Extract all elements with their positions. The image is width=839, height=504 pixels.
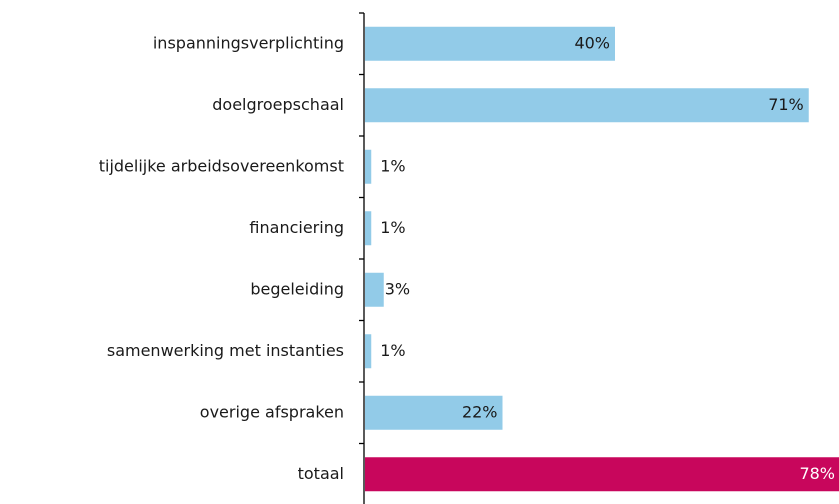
category-label: tijdelijke arbeidsovereenkomst — [99, 156, 344, 175]
data-label: 1% — [380, 341, 405, 360]
bar — [365, 211, 372, 246]
category-label: financiering — [249, 218, 344, 237]
category-label: overige afspraken — [200, 402, 344, 421]
category-label: samenwerking met instanties — [107, 341, 344, 360]
bar — [365, 395, 503, 430]
category-label: inspanningsverplichting — [153, 33, 344, 52]
data-label: 40% — [574, 33, 610, 52]
bar — [365, 88, 809, 123]
bar — [365, 272, 384, 307]
data-label: 3% — [385, 279, 410, 298]
category-label: totaal — [298, 464, 344, 483]
category-label: doelgroepschaal — [212, 95, 344, 114]
bar — [365, 457, 839, 492]
data-label: 22% — [462, 402, 498, 421]
data-label: 1% — [380, 218, 405, 237]
bar — [365, 26, 615, 61]
bar — [365, 149, 372, 184]
bar — [365, 334, 372, 369]
data-label: 71% — [768, 95, 804, 114]
data-label: 78% — [799, 464, 835, 483]
category-label: begeleiding — [250, 279, 344, 298]
data-label: 1% — [380, 156, 405, 175]
